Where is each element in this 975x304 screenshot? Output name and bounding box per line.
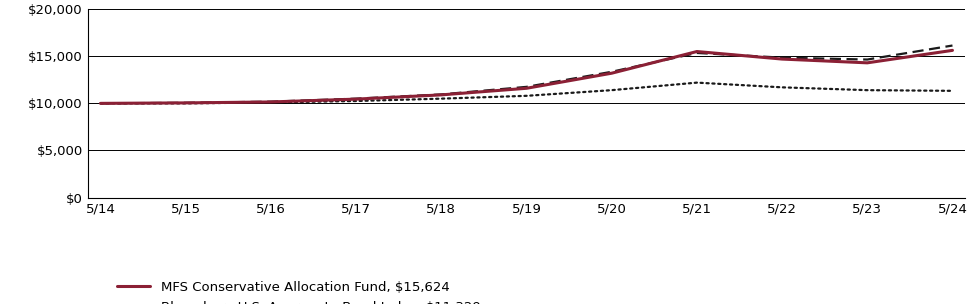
Legend: MFS Conservative Allocation Fund, $15,624, Bloomberg U.S. Aggregate Bond Index, : MFS Conservative Allocation Fund, $15,62…	[112, 276, 555, 304]
